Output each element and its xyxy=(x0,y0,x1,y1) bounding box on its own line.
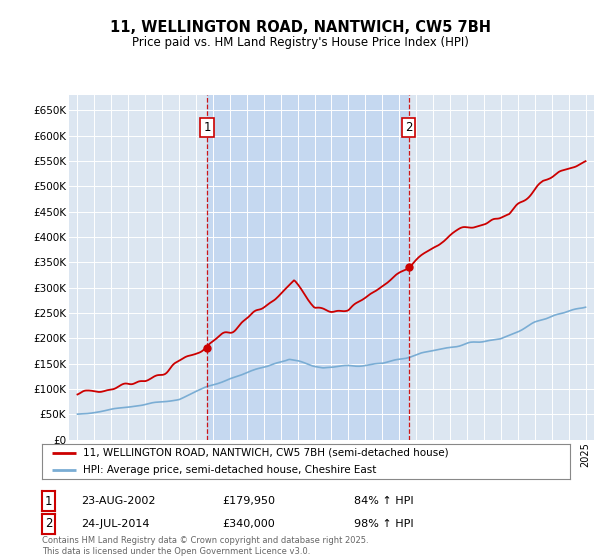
Text: 1: 1 xyxy=(203,122,211,134)
Text: 11, WELLINGTON ROAD, NANTWICH, CW5 7BH (semi-detached house): 11, WELLINGTON ROAD, NANTWICH, CW5 7BH (… xyxy=(83,448,449,458)
Bar xyxy=(207,95,409,440)
Text: 11, WELLINGTON ROAD, NANTWICH, CW5 7BH: 11, WELLINGTON ROAD, NANTWICH, CW5 7BH xyxy=(110,20,491,35)
Text: 2: 2 xyxy=(405,122,412,134)
Text: 98% ↑ HPI: 98% ↑ HPI xyxy=(354,519,413,529)
Text: Price paid vs. HM Land Registry's House Price Index (HPI): Price paid vs. HM Land Registry's House … xyxy=(131,36,469,49)
Text: 1: 1 xyxy=(45,494,52,508)
Text: £340,000: £340,000 xyxy=(222,519,275,529)
Text: 84% ↑ HPI: 84% ↑ HPI xyxy=(354,496,413,506)
Text: 23-AUG-2002: 23-AUG-2002 xyxy=(81,496,155,506)
Text: £179,950: £179,950 xyxy=(222,496,275,506)
Text: 2: 2 xyxy=(45,517,52,530)
Text: HPI: Average price, semi-detached house, Cheshire East: HPI: Average price, semi-detached house,… xyxy=(83,465,377,475)
Text: Contains HM Land Registry data © Crown copyright and database right 2025.
This d: Contains HM Land Registry data © Crown c… xyxy=(42,536,368,556)
Text: 24-JUL-2014: 24-JUL-2014 xyxy=(81,519,149,529)
